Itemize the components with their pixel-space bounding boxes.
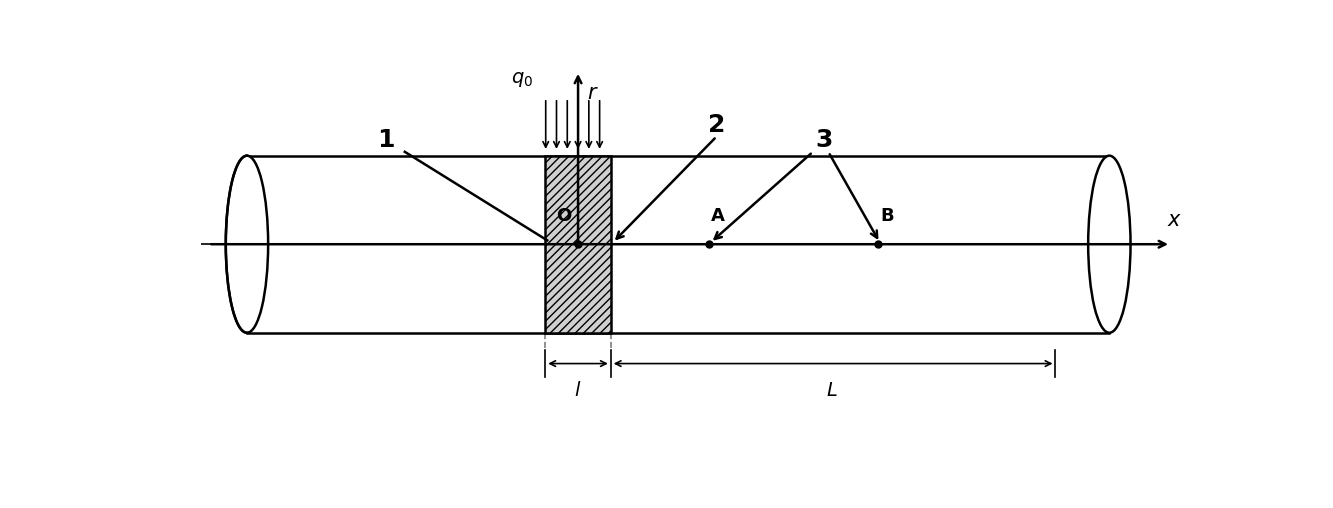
Bar xyxy=(545,155,611,333)
Text: O: O xyxy=(557,207,572,225)
Text: $q_0$: $q_0$ xyxy=(512,70,533,89)
Text: x: x xyxy=(1168,210,1180,230)
Text: $l$: $l$ xyxy=(575,382,581,400)
Text: B: B xyxy=(881,207,894,225)
Text: 2: 2 xyxy=(708,113,725,137)
Ellipse shape xyxy=(225,155,268,333)
Ellipse shape xyxy=(1088,155,1130,333)
Text: A: A xyxy=(712,207,725,225)
Text: 1: 1 xyxy=(377,129,395,152)
Text: 3: 3 xyxy=(816,129,833,152)
Bar xyxy=(247,155,1109,333)
Text: r: r xyxy=(588,82,596,103)
Text: $L$: $L$ xyxy=(826,382,838,400)
Bar xyxy=(545,155,611,333)
